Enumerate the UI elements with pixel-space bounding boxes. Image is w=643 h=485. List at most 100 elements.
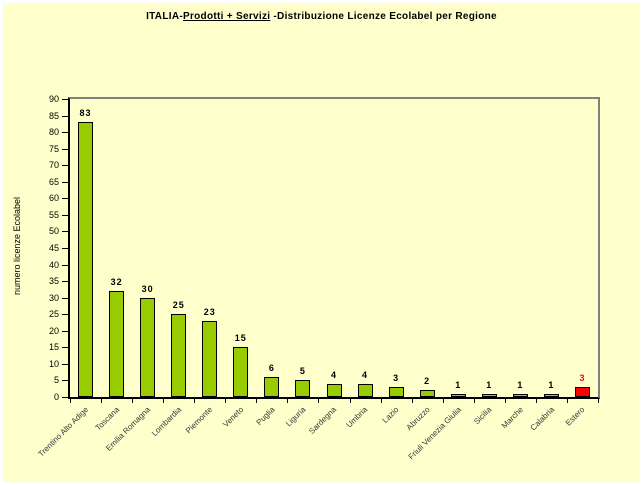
x-tick xyxy=(256,399,257,403)
y-tick-label: 60 xyxy=(48,193,59,203)
y-tick-label: 70 xyxy=(48,160,59,170)
x-category-label: Umbria xyxy=(344,405,370,430)
x-category-label: Toscana xyxy=(93,405,121,433)
bar-value-label: 1 xyxy=(455,380,462,390)
bar-value-label: 23 xyxy=(203,307,216,317)
y-tick xyxy=(62,132,68,133)
y-tick xyxy=(62,331,68,332)
x-category-label: Lazio xyxy=(380,405,401,425)
y-tick xyxy=(62,347,68,348)
x-tick xyxy=(412,399,413,403)
x-tick xyxy=(101,399,102,403)
bar-value-label: 4 xyxy=(330,370,338,380)
bar xyxy=(357,384,373,397)
y-tick xyxy=(62,215,68,216)
y-tick-label: 65 xyxy=(48,177,59,187)
bar-value-label: 32 xyxy=(110,277,123,287)
x-tick xyxy=(381,399,382,403)
y-tick-label: 90 xyxy=(48,94,59,104)
x-category-label: Abruzzo xyxy=(404,405,432,433)
x-tick xyxy=(474,399,475,403)
bar xyxy=(202,321,218,397)
x-tick xyxy=(70,399,71,403)
y-tick-label: 10 xyxy=(48,359,59,369)
x-tick xyxy=(443,399,444,403)
x-tick xyxy=(536,399,537,403)
bar-value-label: 83 xyxy=(79,108,92,118)
x-category-label: Friuli Venezia Giulia xyxy=(406,405,463,462)
y-tick xyxy=(62,281,68,282)
plot-area: 83 32 30 25 23 15 6 5 4 4 3 2 1 1 1 1 3 xyxy=(68,97,600,399)
chart-title-part2: -Distribuzione Licenze Ecolabel per Regi… xyxy=(270,11,497,22)
bar xyxy=(543,394,559,397)
x-category-label: Trentino Alto Adige xyxy=(36,405,90,459)
plot-inner: 83 32 30 25 23 15 6 5 4 4 3 2 1 1 1 1 3 xyxy=(70,99,598,397)
y-tick-label: 85 xyxy=(48,111,59,121)
x-category-label: Piemonte xyxy=(183,405,215,436)
x-category-label: Puglia xyxy=(254,405,277,428)
chart-title-part1: ITALIA- xyxy=(146,11,183,22)
bar-value-label: 30 xyxy=(141,284,154,294)
y-tick-label: 40 xyxy=(48,260,59,270)
bar-value-label: 25 xyxy=(172,300,185,310)
bar xyxy=(295,380,311,397)
bar xyxy=(78,122,94,397)
x-category-label: Sardegna xyxy=(307,405,339,436)
chart-canvas: ITALIA-Prodotti + Servizi -Distribuzione… xyxy=(3,3,640,482)
y-tick xyxy=(62,397,68,398)
y-tick xyxy=(62,364,68,365)
x-tick xyxy=(287,399,288,403)
x-category-label: Sicilia xyxy=(472,405,494,427)
bar-value-label: 2 xyxy=(424,376,431,386)
y-tick xyxy=(62,231,68,232)
y-tick-label: 80 xyxy=(48,127,59,137)
bar xyxy=(140,298,156,397)
chart-title: ITALIA-Prodotti + Servizi -Distribuzione… xyxy=(3,11,640,22)
bar xyxy=(233,347,249,397)
x-category-label: Liguria xyxy=(283,405,308,429)
y-tick xyxy=(62,314,68,315)
y-tick-label: 50 xyxy=(48,226,59,236)
y-tick xyxy=(62,248,68,249)
bar xyxy=(481,394,497,397)
bar xyxy=(326,384,342,397)
bar-value-label: 6 xyxy=(268,363,275,373)
x-tick xyxy=(567,399,568,403)
chart-title-underlined: Prodotti + Servizi xyxy=(182,11,271,22)
y-tick-label: 0 xyxy=(53,392,59,402)
y-tick-label: 30 xyxy=(48,293,59,303)
y-tick xyxy=(62,99,68,100)
y-tick-label: 35 xyxy=(48,276,59,286)
y-tick xyxy=(62,380,68,381)
y-tick-label: 20 xyxy=(48,326,59,336)
x-tick xyxy=(132,399,133,403)
bar-value-label: 1 xyxy=(548,380,555,390)
x-category-label: Veneto xyxy=(221,405,246,429)
y-tick xyxy=(62,298,68,299)
x-tick xyxy=(350,399,351,403)
bar-value-label: 1 xyxy=(517,380,524,390)
bar xyxy=(450,394,466,397)
y-tick-label: 5 xyxy=(53,375,59,385)
x-tick xyxy=(318,399,319,403)
x-tick xyxy=(505,399,506,403)
y-tick xyxy=(62,265,68,266)
x-category-label: Lombardia xyxy=(149,405,184,439)
y-tick xyxy=(62,165,68,166)
bar xyxy=(388,387,404,397)
bar-value-label: 15 xyxy=(234,333,247,343)
y-axis-title: numero licenze Ecolabel xyxy=(12,196,22,296)
bar-value-label: 3 xyxy=(579,373,586,383)
bar-value-label: 5 xyxy=(299,366,306,376)
bar xyxy=(171,314,187,397)
x-tick xyxy=(194,399,195,403)
y-tick-label: 75 xyxy=(48,144,59,154)
bar-value-label: 4 xyxy=(362,370,369,380)
y-tick-label: 45 xyxy=(48,243,59,253)
x-tick xyxy=(598,399,599,403)
bar xyxy=(264,377,280,397)
y-tick xyxy=(62,149,68,150)
bar xyxy=(574,387,590,397)
x-category-label: Marche xyxy=(499,405,525,431)
